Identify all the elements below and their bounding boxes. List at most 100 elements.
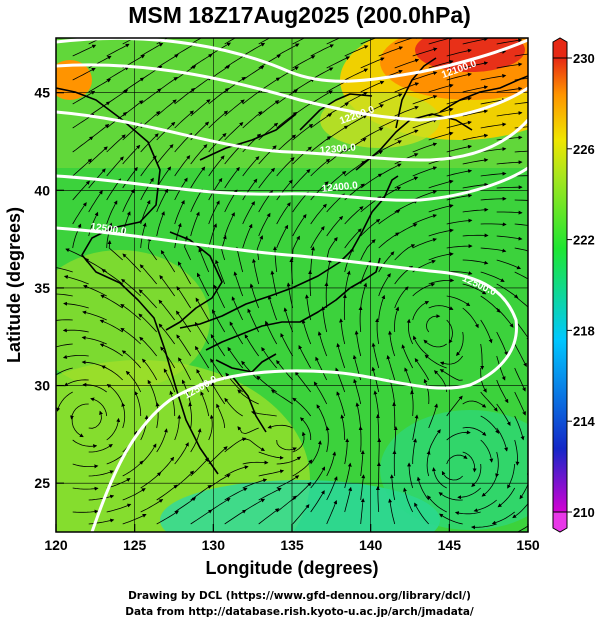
height-contours [56,38,528,532]
streamline [326,258,332,285]
streamline [404,367,414,393]
streamline [134,390,142,417]
streamline [276,66,299,81]
streamline [371,342,380,369]
streamline [340,414,346,441]
streamline [208,177,223,201]
streamline [177,261,192,285]
streamline [358,306,363,333]
streamline [315,356,328,381]
x-tick-label: 140 [359,537,383,553]
streamline [462,85,489,93]
streamline [496,403,511,427]
streamline [457,487,481,500]
streamline [276,475,300,489]
streamline [140,155,157,177]
streamline [174,470,195,489]
streamline [428,252,454,261]
streamline [156,211,165,237]
streamline [190,509,213,525]
streamline [72,68,96,81]
streamline [412,142,438,153]
streamline [394,38,420,45]
colorbar-bar [552,57,568,513]
streamline [378,163,402,177]
streamline [360,127,384,141]
streamline [462,158,489,165]
streamline [531,212,556,215]
streamline [106,222,113,249]
streamline [242,201,255,225]
streamline [56,267,73,273]
streamline [258,122,279,141]
streamline [378,273,391,297]
streamline [354,330,362,357]
streamline [176,334,192,357]
x-axis-label: Longitude (degrees) [205,558,378,578]
streamline [88,190,103,213]
streamline [378,46,404,57]
streamline [326,451,337,477]
map-title: MSM 18Z17Aug2025 (200.0hPa) [128,2,471,28]
streamline [276,112,298,129]
streamline [462,109,489,117]
streamline [389,474,396,501]
streamline [258,469,285,477]
streamline [258,167,275,189]
streamline [270,389,293,405]
streamline [120,303,141,321]
streamline [224,437,247,453]
colorbar-tick-label: 214 [573,414,595,429]
streamline [387,330,396,357]
streamline [310,136,332,153]
streamline [82,310,107,321]
streamline [412,414,419,441]
streamline [462,38,489,45]
streamline [88,443,113,453]
streamline [342,294,347,321]
streamline [462,233,489,238]
colorbar-tick-label: 218 [573,323,595,338]
streamline [122,460,144,477]
streamline [454,511,481,516]
streamline [90,397,108,417]
streamline [412,214,437,225]
streamline [224,397,243,417]
streamline [431,467,447,489]
streamline [242,156,260,177]
streamline [412,237,437,249]
streamline [310,466,325,489]
streamline [122,188,135,213]
streamline [88,518,115,525]
streamline [160,250,176,273]
streamline [344,91,368,105]
streamline [301,319,312,345]
streamline [446,454,468,465]
streamline [72,439,98,449]
streamline [121,278,141,297]
streamline [531,356,543,378]
streamline [403,487,414,513]
streamline [174,88,196,105]
streamline [462,427,487,436]
streamline [480,391,498,412]
streamline [471,523,497,530]
streamline [428,403,439,429]
streamline [310,44,334,57]
streamline [377,438,382,465]
streamline [360,474,366,501]
streamline [495,451,500,478]
streamline [138,289,157,309]
streamline [439,369,463,381]
streamline [63,301,89,309]
streamline [496,259,522,270]
streamline [310,490,325,513]
streamline [514,391,526,416]
streamline [210,358,226,381]
streamline [56,391,73,412]
streamline [481,475,498,497]
streamline [480,122,507,129]
streamline [198,247,210,273]
streamline [160,346,176,369]
